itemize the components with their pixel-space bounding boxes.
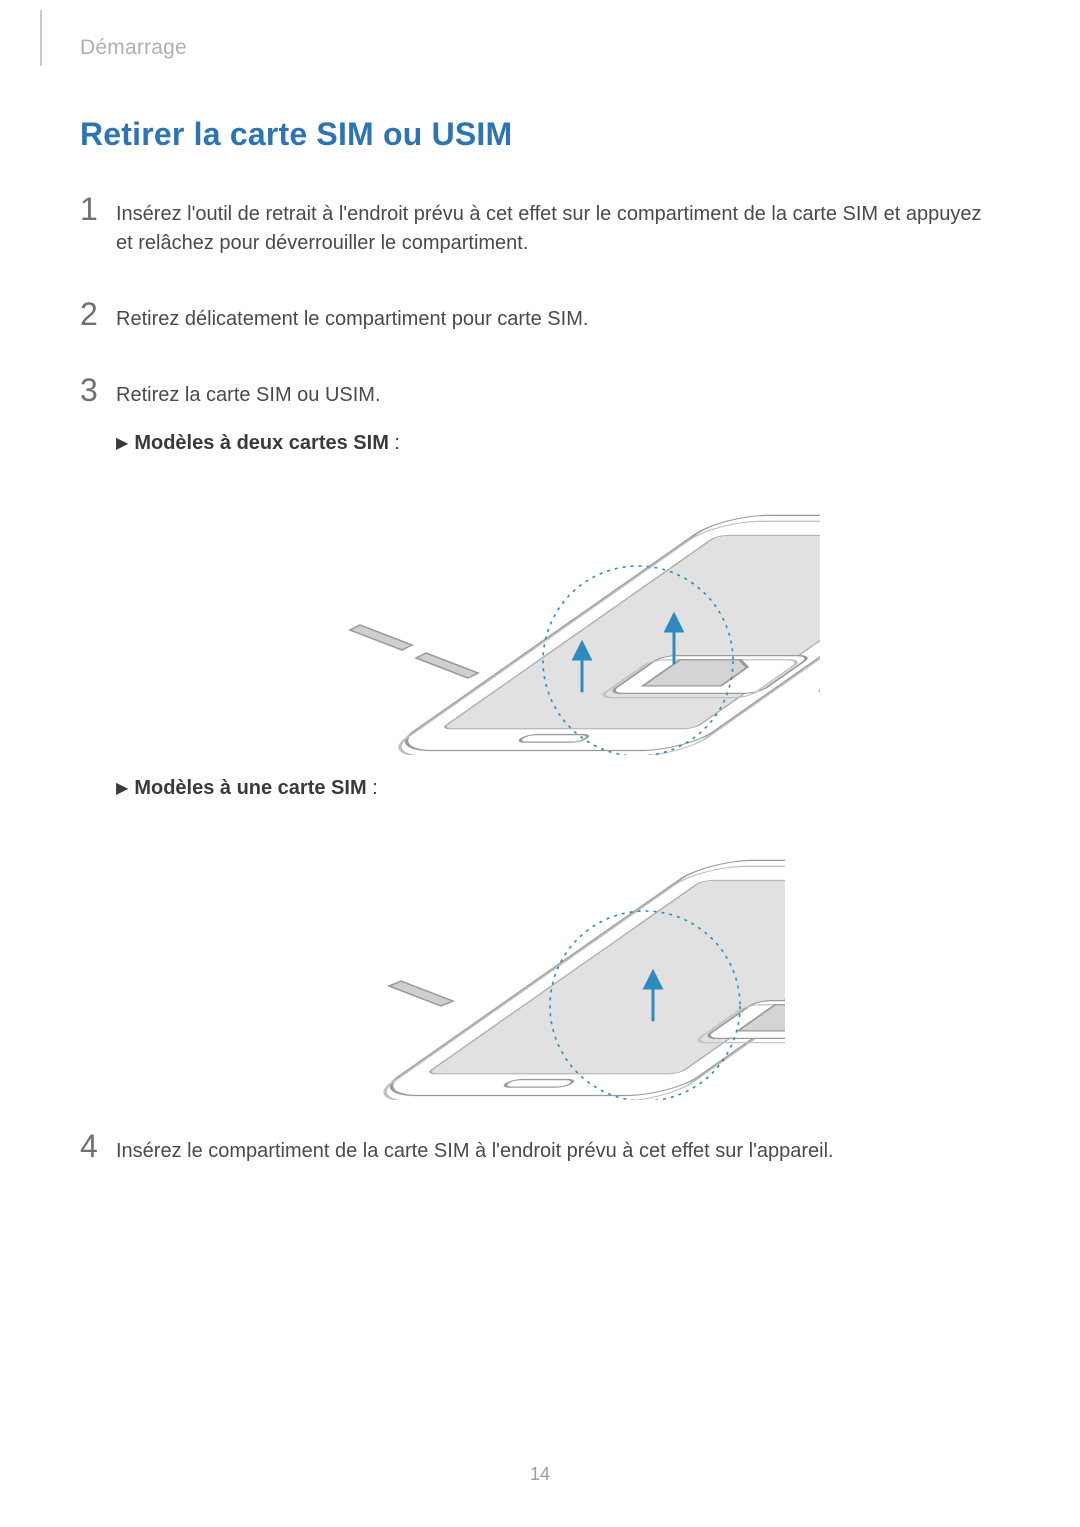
triangle-icon: ▶ — [116, 433, 128, 453]
chapter-label: Démarrage — [80, 36, 187, 60]
step-2: 2 Retirez délicatement le compartiment p… — [80, 298, 1000, 334]
step-2-text: Retirez délicatement le compartiment pou… — [116, 305, 1000, 334]
step-4: 4 Insérez le compartiment de la carte SI… — [80, 1130, 1000, 1166]
subhead-dual-label: Modèles à deux cartes SIM — [134, 432, 389, 454]
step-2-number: 2 — [80, 298, 116, 330]
subhead-dual-suffix: : — [389, 432, 400, 454]
step-1-number: 1 — [80, 193, 116, 225]
step-3-text: Retirez la carte SIM ou USIM. — [116, 381, 1000, 410]
step-3: 3 Retirez la carte SIM ou USIM. — [80, 374, 1000, 410]
triangle-icon: ▶ — [116, 778, 128, 798]
subhead-dual: ▶ Modèles à deux cartes SIM : — [116, 432, 1000, 455]
step-1: 1 Insérez l'outil de retrait à l'endroit… — [80, 193, 1000, 258]
step-4-text: Insérez le compartiment de la carte SIM … — [116, 1137, 1000, 1166]
page-number: 14 — [0, 1464, 1080, 1485]
page-title: Retirer la carte SIM ou USIM — [80, 116, 1000, 153]
subhead-single: ▶ Modèles à une carte SIM : — [116, 777, 1000, 800]
figure-dual-sim — [80, 475, 1000, 755]
subhead-single-label: Modèles à une carte SIM — [134, 777, 366, 799]
illustration-dual-sim — [260, 475, 820, 755]
step-3-number: 3 — [80, 374, 116, 406]
page-container: Démarrage Retirer la carte SIM ou USIM 1… — [0, 0, 1080, 1527]
subhead-single-suffix: : — [367, 777, 378, 799]
step-1-text: Insérez l'outil de retrait à l'endroit p… — [116, 200, 1000, 258]
step-4-number: 4 — [80, 1130, 116, 1162]
figure-single-sim — [80, 820, 1000, 1100]
illustration-single-sim — [295, 820, 785, 1100]
rule-mark — [40, 10, 42, 66]
